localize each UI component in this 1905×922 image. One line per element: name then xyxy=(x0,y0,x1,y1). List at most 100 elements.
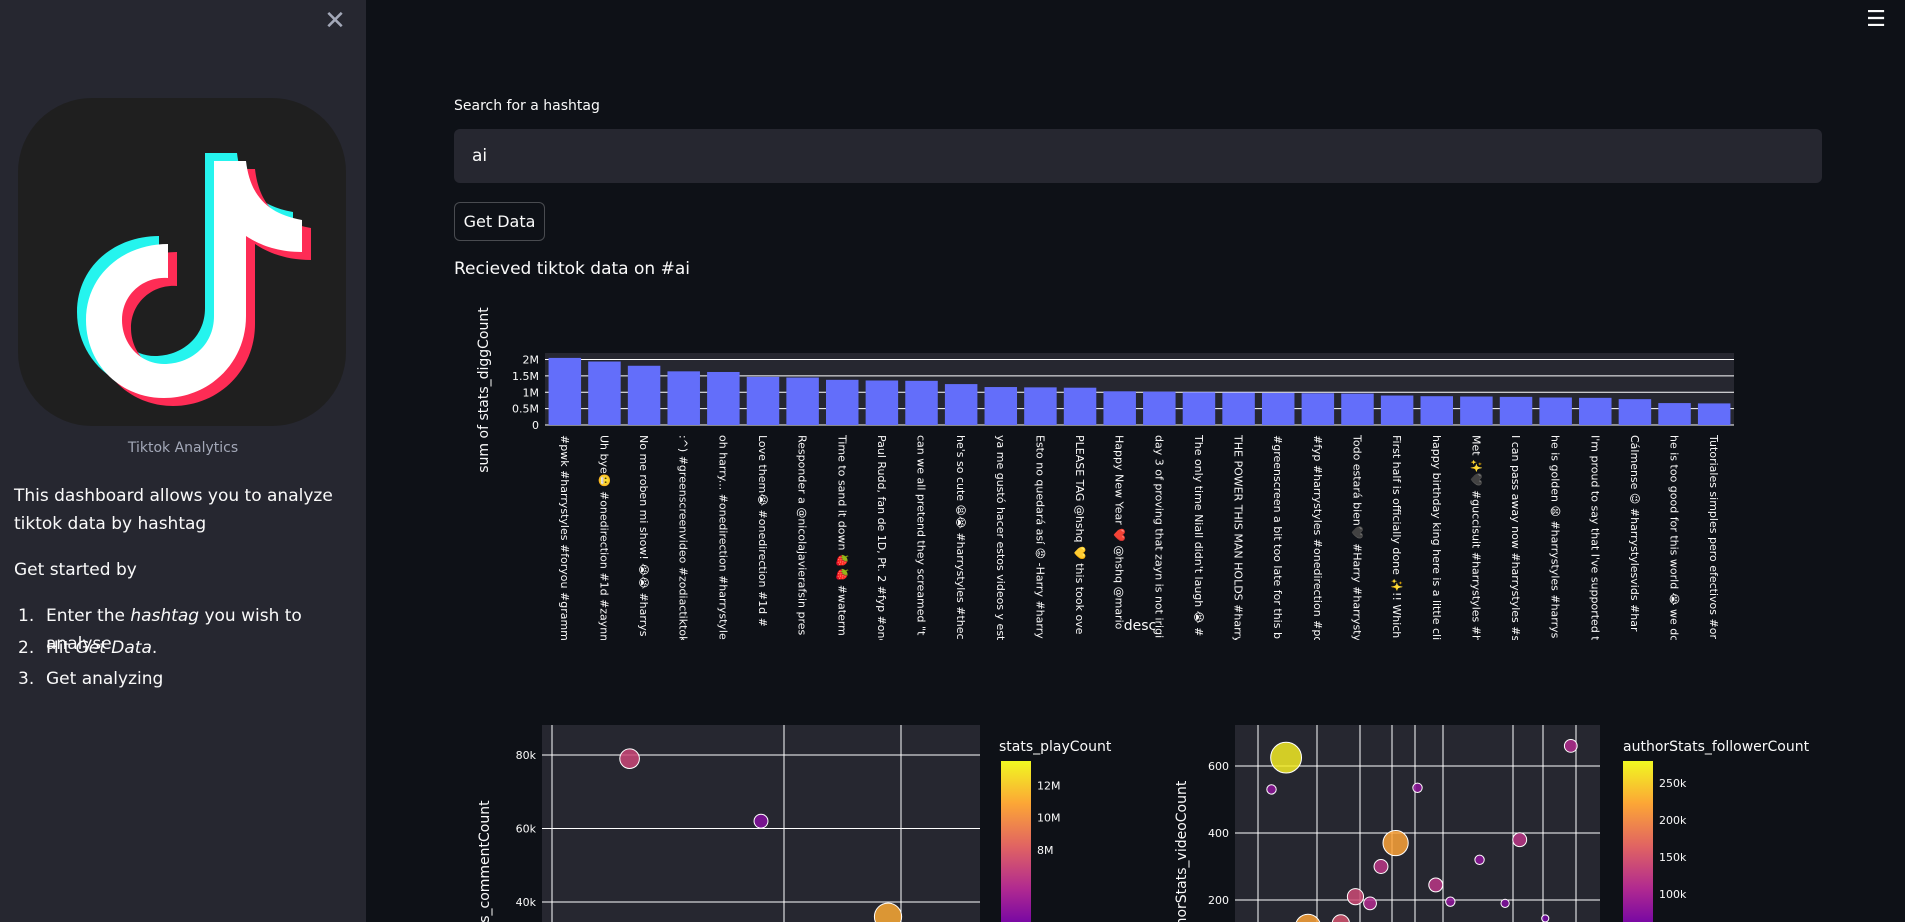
bar[interactable] xyxy=(667,371,700,425)
scatter2-colorbar-title: authorStats_followerCount xyxy=(1623,739,1810,755)
bar[interactable] xyxy=(984,387,1018,425)
bar[interactable] xyxy=(1341,393,1374,425)
bar-x-tick-label: I'm proud to say that I've supported t xyxy=(1588,435,1601,640)
list-number: 1. xyxy=(18,606,35,626)
scatter-point[interactable] xyxy=(1363,896,1377,911)
bar-y-tick-label: 0.5M xyxy=(512,403,539,416)
bar[interactable] xyxy=(1539,397,1572,425)
bar[interactable] xyxy=(1618,399,1652,425)
scatter-point[interactable] xyxy=(753,813,769,829)
steps-list: 1. Enter the hashtag you wish to analyse… xyxy=(14,602,366,697)
bar[interactable] xyxy=(1222,392,1255,425)
colorbar-tick-label: 12M xyxy=(1037,779,1061,792)
list-number: 2. xyxy=(18,637,35,658)
bar[interactable] xyxy=(1499,396,1533,425)
bar[interactable] xyxy=(1024,387,1057,425)
hamburger-menu-icon[interactable]: ☰ xyxy=(1866,7,1886,32)
bar[interactable] xyxy=(786,377,819,425)
bar-x-tick-label: Responder a @nicolajavierafsin pres xyxy=(796,435,809,635)
step-text: Hit xyxy=(46,637,76,658)
bar[interactable] xyxy=(944,384,978,425)
tiktok-logo-icon xyxy=(77,153,311,406)
scatter-point[interactable] xyxy=(1541,914,1550,922)
close-icon[interactable]: ✕ xyxy=(324,6,346,36)
bar-x-tick-label: PLEASE TAG @hshq 💛 this took ove xyxy=(1073,435,1086,635)
bar-y-tick-label: 2M xyxy=(523,354,540,367)
bar[interactable] xyxy=(627,365,661,425)
scatter-chart-videos: 600 400 200 authorStats_videoCount authorS… xyxy=(1174,725,1810,922)
bar[interactable] xyxy=(1182,392,1216,425)
list-number: 3. xyxy=(18,669,35,689)
bar[interactable] xyxy=(1103,391,1136,425)
scatter-y-tick-label: 200 xyxy=(1208,894,1229,907)
list-item: 1. Enter the hashtag you wish to analyse xyxy=(14,602,366,654)
bar-x-tick-label: Paul Rudd, fan de 1D, Pt. 2 #fyp #one xyxy=(875,435,888,640)
step-emphasis: Get Data xyxy=(75,637,152,658)
bar-x-tick-label: he is golden 😫 #harrystyles #harrys xyxy=(1549,435,1562,639)
get-data-button[interactable]: Get Data xyxy=(454,202,545,241)
bar[interactable] xyxy=(1063,387,1097,425)
bar[interactable] xyxy=(548,357,582,425)
colorbar-tick-label: 150k xyxy=(1659,851,1687,864)
scatter-chart-comments: 80k 60k 40k stats_commentCount stats_playC… xyxy=(477,725,1112,922)
bar-x-tick-label: happy birthday king here is a little cli xyxy=(1430,435,1443,640)
bar[interactable] xyxy=(826,379,859,425)
scatter-point[interactable] xyxy=(1295,913,1321,922)
bar-x-tick-label: Tutoriales simples pero efectivos #or xyxy=(1707,434,1720,639)
bar[interactable] xyxy=(1460,396,1493,425)
scatter2-colorbar xyxy=(1623,761,1653,922)
scatter-point[interactable] xyxy=(873,902,903,922)
scatter-point[interactable] xyxy=(1445,896,1456,907)
bar[interactable] xyxy=(1420,396,1453,425)
bar[interactable] xyxy=(1579,397,1612,425)
bar[interactable] xyxy=(1697,403,1731,425)
bar[interactable] xyxy=(1261,392,1295,425)
bar[interactable] xyxy=(707,371,740,425)
logo-caption: Tiktok Analytics xyxy=(127,440,239,456)
scatter-point[interactable] xyxy=(1500,898,1510,908)
scatter-point[interactable] xyxy=(1270,741,1303,774)
bar-x-tick-label: First half is officially done ✨!! Which xyxy=(1390,435,1403,638)
bar-x-tick-label: No me roben mi show! 😭😭 #harrys xyxy=(637,435,650,637)
scatter-point[interactable] xyxy=(1428,877,1444,893)
bar-y-axis-label: sum of stats_diggCount xyxy=(476,307,492,473)
scatter1-y-axis-label: stats_commentCount xyxy=(477,800,493,922)
search-label: Search for a hashtag xyxy=(454,98,600,114)
scatter1-colorbar-title: stats_playCount xyxy=(999,739,1112,755)
scatter-y-tick-label: 60k xyxy=(516,823,537,836)
scatter-point[interactable] xyxy=(1382,829,1409,857)
bar[interactable] xyxy=(1143,391,1176,425)
bar-x-tick-label: oh harry... #onedirection #harrystyle xyxy=(716,435,729,640)
hashtag-search-input[interactable] xyxy=(454,129,1822,183)
scatter-point[interactable] xyxy=(1331,914,1350,922)
bar-x-tick-label: THE POWER THIS MAN HOLDS #harry xyxy=(1232,434,1245,640)
tiktok-logo xyxy=(18,98,346,426)
bar-x-tick-label: can we all pretend they screamed "t xyxy=(915,435,928,636)
scatter-point[interactable] xyxy=(1346,888,1365,906)
bar[interactable] xyxy=(746,376,780,425)
bar[interactable] xyxy=(588,361,621,425)
scatter-point[interactable] xyxy=(1563,739,1578,753)
bar[interactable] xyxy=(865,380,899,425)
bar[interactable] xyxy=(1658,403,1691,425)
colorbar-tick-label: 250k xyxy=(1659,777,1687,790)
colorbar-tick-label: 200k xyxy=(1659,814,1687,827)
intro-text: This dashboard allows you to analyze tik… xyxy=(14,486,333,534)
bar[interactable] xyxy=(1301,393,1335,425)
bar-x-tick-label: day 3 of proving that zayn is not irigi xyxy=(1152,435,1165,638)
step-text: Get analyzing xyxy=(46,669,164,689)
step-text: Enter the xyxy=(46,606,131,626)
scatter-y-tick-label: 80k xyxy=(516,749,537,762)
bar[interactable] xyxy=(905,380,938,425)
bar-x-tick-label: #pwk #harrystyles #foryou #gramm xyxy=(558,435,571,640)
bar[interactable] xyxy=(1380,395,1414,425)
scatter-point[interactable] xyxy=(1266,784,1277,795)
scatter-point[interactable] xyxy=(1412,782,1423,793)
bar-x-tick-label: ya me gustó hacer estos videos y este xyxy=(994,435,1007,640)
bar-x-tick-label: I can pass away now #harrystyles #sa xyxy=(1509,435,1522,640)
scatter-point[interactable] xyxy=(619,748,640,769)
scatter-point[interactable] xyxy=(1373,859,1389,874)
scatter-point[interactable] xyxy=(1474,854,1485,865)
scatter-point[interactable] xyxy=(1512,832,1528,848)
list-item: 2. Hit Get Data. xyxy=(14,634,366,666)
